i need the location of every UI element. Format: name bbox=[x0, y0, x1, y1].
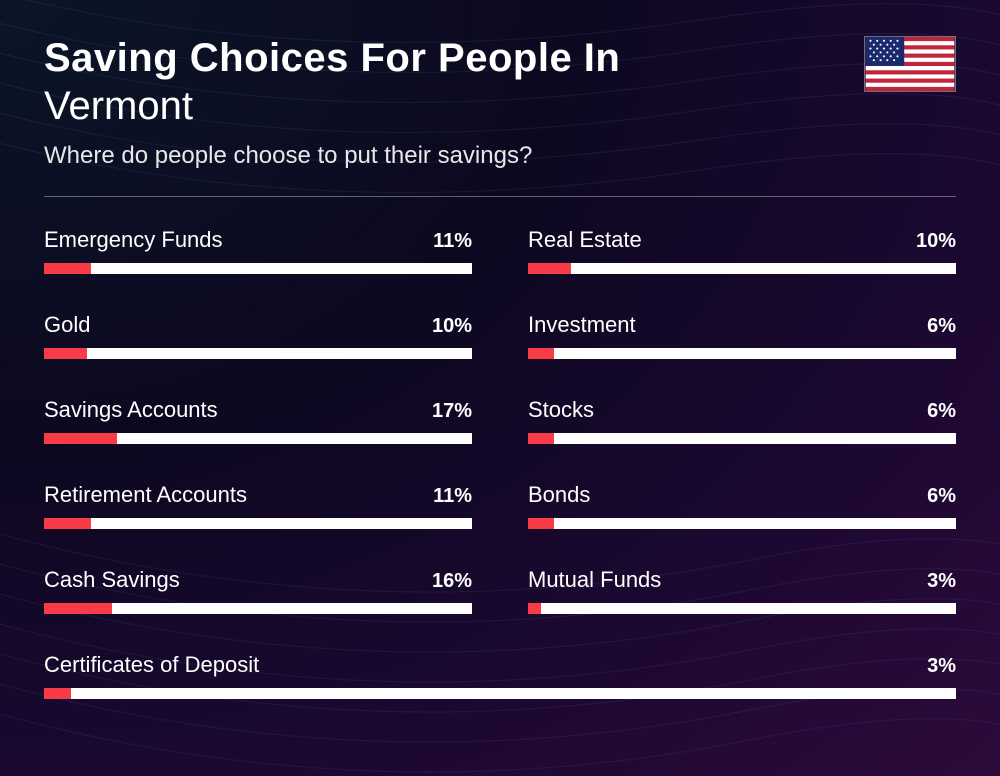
chart-item: Bonds 6% bbox=[528, 482, 956, 529]
bar-fill bbox=[44, 688, 71, 699]
bar-fill bbox=[44, 518, 91, 529]
divider bbox=[44, 196, 956, 197]
chart-item-head: Bonds 6% bbox=[528, 482, 956, 508]
chart-item: Emergency Funds 11% bbox=[44, 227, 472, 274]
bar-track bbox=[528, 518, 956, 529]
title-line1: Saving Choices For People In bbox=[44, 36, 956, 80]
chart-item-head: Retirement Accounts 11% bbox=[44, 482, 472, 508]
bar-fill bbox=[528, 518, 554, 529]
chart-item: Mutual Funds 3% bbox=[528, 567, 956, 614]
chart-item-value: 3% bbox=[927, 570, 956, 593]
chart-item-value: 11% bbox=[433, 230, 472, 253]
bar-track bbox=[44, 518, 472, 529]
chart-item-value: 10% bbox=[916, 230, 956, 253]
bar-fill bbox=[528, 603, 541, 614]
chart-item: Gold 10% bbox=[44, 312, 472, 359]
chart-item-label: Real Estate bbox=[528, 227, 642, 253]
chart-item-label: Mutual Funds bbox=[528, 567, 661, 593]
bar-track bbox=[528, 433, 956, 444]
bar-fill bbox=[44, 348, 87, 359]
chart-item-value: 6% bbox=[927, 400, 956, 423]
bar-fill bbox=[44, 263, 91, 274]
bar-track bbox=[44, 348, 472, 359]
chart-item-label: Stocks bbox=[528, 397, 594, 423]
chart-item-label: Savings Accounts bbox=[44, 397, 218, 423]
chart-item-value: 17% bbox=[432, 400, 472, 423]
chart-item-label: Gold bbox=[44, 312, 90, 338]
bar-fill bbox=[528, 263, 571, 274]
header: Saving Choices For People In Vermont Whe… bbox=[44, 36, 956, 170]
bar-track bbox=[528, 263, 956, 274]
chart-item-label: Bonds bbox=[528, 482, 590, 508]
chart-item-head: Savings Accounts 17% bbox=[44, 397, 472, 423]
us-flag-icon bbox=[864, 36, 956, 92]
chart-item-value: 10% bbox=[432, 315, 472, 338]
chart-item-label: Cash Savings bbox=[44, 567, 180, 593]
chart-item-value: 16% bbox=[432, 570, 472, 593]
chart-item: Real Estate 10% bbox=[528, 227, 956, 274]
bar-track bbox=[44, 433, 472, 444]
chart-item-label: Emergency Funds bbox=[44, 227, 223, 253]
chart-item-label: Certificates of Deposit bbox=[44, 652, 259, 678]
chart-item-value: 6% bbox=[927, 485, 956, 508]
chart-item: Retirement Accounts 11% bbox=[44, 482, 472, 529]
bar-fill bbox=[528, 433, 554, 444]
chart-item: Cash Savings 16% bbox=[44, 567, 472, 614]
chart-item-head: Mutual Funds 3% bbox=[528, 567, 956, 593]
bar-track bbox=[44, 263, 472, 274]
chart-item-head: Gold 10% bbox=[44, 312, 472, 338]
chart-item: Investment 6% bbox=[528, 312, 956, 359]
chart-item-head: Real Estate 10% bbox=[528, 227, 956, 253]
chart-item-head: Certificates of Deposit 3% bbox=[44, 652, 956, 678]
bar-fill bbox=[44, 603, 112, 614]
chart-grid: Emergency Funds 11% Real Estate 10% Gold 10% I… bbox=[44, 227, 956, 699]
bar-track bbox=[528, 348, 956, 359]
chart-item-label: Investment bbox=[528, 312, 636, 338]
chart-item-head: Stocks 6% bbox=[528, 397, 956, 423]
bar-track bbox=[44, 688, 956, 699]
bar-track bbox=[528, 603, 956, 614]
bar-track bbox=[44, 603, 472, 614]
chart-item: Stocks 6% bbox=[528, 397, 956, 444]
chart-item: Savings Accounts 17% bbox=[44, 397, 472, 444]
chart-item-value: 3% bbox=[927, 655, 956, 678]
title-region: Vermont bbox=[44, 82, 956, 130]
chart-item: Certificates of Deposit 3% bbox=[44, 652, 956, 699]
chart-item-head: Investment 6% bbox=[528, 312, 956, 338]
chart-item-label: Retirement Accounts bbox=[44, 482, 247, 508]
chart-item-head: Emergency Funds 11% bbox=[44, 227, 472, 253]
chart-item-value: 11% bbox=[433, 485, 472, 508]
chart-item-head: Cash Savings 16% bbox=[44, 567, 472, 593]
chart-item-value: 6% bbox=[927, 315, 956, 338]
bar-fill bbox=[44, 433, 117, 444]
subtitle: Where do people choose to put their savi… bbox=[44, 142, 956, 170]
bar-fill bbox=[528, 348, 554, 359]
